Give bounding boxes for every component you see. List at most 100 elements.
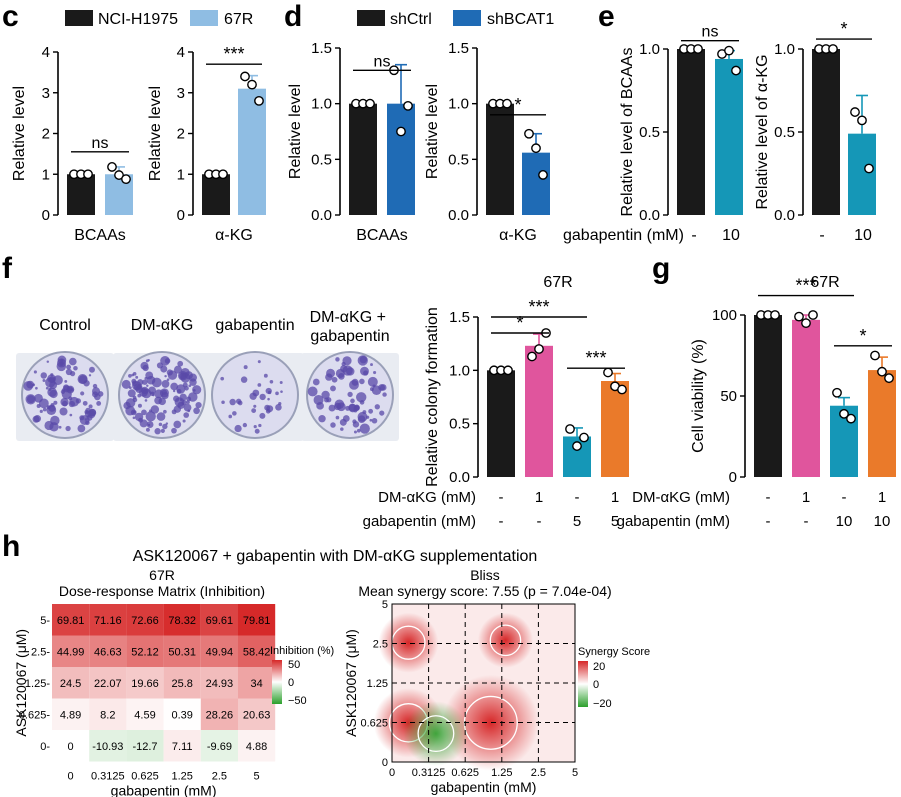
- d1-ytick-label: 0.0: [311, 207, 332, 224]
- heat-cell-label: 34: [250, 678, 262, 690]
- plate-colony: [40, 372, 48, 379]
- plate-colony: [164, 374, 167, 378]
- synergy-colorbar-gradient: [578, 661, 588, 707]
- plate-colony: [253, 425, 257, 429]
- synergy-xtick: 0.3125: [412, 767, 446, 779]
- synergy-hotspot: [403, 701, 469, 766]
- c1-point: [121, 174, 131, 185]
- plate-colony: [69, 357, 77, 366]
- plate-colony: [97, 391, 104, 397]
- plate-colony: [259, 393, 266, 401]
- plate-colony: [96, 400, 102, 406]
- heat-cell-label: 24.5: [60, 678, 81, 690]
- heat-cell: [52, 698, 90, 730]
- c1-ylabel: Relative level: [11, 86, 28, 181]
- plate-colony: [356, 428, 361, 433]
- g1-point: [770, 310, 780, 320]
- f1-bar: [601, 381, 629, 477]
- plate-colony: [170, 382, 179, 391]
- d1-bar: [387, 103, 415, 215]
- c2-point: [240, 71, 250, 82]
- plate-colony: [352, 419, 357, 424]
- plate-colony: [82, 400, 88, 406]
- plate-colony: [184, 386, 189, 391]
- d2-bar: [522, 152, 550, 215]
- c1-bar: [67, 174, 95, 215]
- plate-colony: [374, 404, 380, 410]
- plate-images: [16, 351, 399, 441]
- heat-cell: [200, 698, 238, 730]
- f1-ytick-label: 0.5: [449, 416, 470, 433]
- synergy-contour: [417, 715, 455, 753]
- heat-cell-label: 4.89: [60, 709, 81, 721]
- h-left-sub1: 67R: [149, 567, 175, 583]
- plate-colony: [328, 404, 336, 412]
- f1-point: [572, 441, 582, 451]
- plate-colony: [159, 388, 169, 398]
- heat-xtick: 2.5: [212, 771, 227, 783]
- plate-colony: [53, 400, 58, 405]
- photo-label-dmakg: DM-αKG: [131, 317, 194, 334]
- plate-colony: [145, 371, 154, 380]
- plate-colony: [340, 427, 344, 431]
- panel-label-h: h: [2, 530, 20, 563]
- heat-cell-label: 22.07: [94, 678, 122, 690]
- legend-c-label-2: 67R: [224, 11, 253, 28]
- plate-colony: [38, 398, 49, 409]
- plate-colony: [145, 427, 150, 432]
- heat-cell: [126, 698, 164, 730]
- plate-colony: [234, 424, 242, 433]
- plate-colony: [144, 399, 148, 402]
- plate-colony: [45, 386, 49, 390]
- cond-g-value: 1: [878, 489, 886, 506]
- panel-label-c: c: [2, 0, 19, 33]
- heat-cell: [163, 604, 201, 636]
- g1-point: [801, 318, 811, 328]
- plate-colony: [307, 386, 318, 397]
- f1-point: [579, 432, 589, 443]
- plate-colony: [379, 384, 387, 391]
- g1-ytick-label: 0: [729, 469, 737, 486]
- d2-ytick-label: 0.0: [448, 207, 469, 224]
- heat-xtick: 0: [68, 771, 74, 783]
- plate-colony: [367, 376, 378, 387]
- cond-f-value: -: [537, 513, 542, 530]
- legend-d-swatch-2: [453, 10, 481, 26]
- cond-f-row-label: gabapentin (mM): [363, 513, 476, 530]
- chart-c2-akg: 0 1 2 3 4 *** α-KG Relative level: [147, 44, 266, 244]
- cond-g-value: 10: [874, 513, 891, 530]
- heat-cell: [52, 730, 90, 762]
- plate-colony: [92, 391, 99, 398]
- synergy-xtick: 2.5: [531, 767, 546, 779]
- e1-ytick-label: 1.0: [639, 41, 660, 58]
- heat-cell-label: 25.8: [171, 678, 192, 690]
- heat-cell-label: 78.32: [168, 615, 196, 627]
- plate-colony: [85, 407, 91, 414]
- plate-colony: [137, 379, 144, 386]
- heat-ytick: 0.625-: [19, 709, 51, 721]
- plate-colony: [57, 355, 67, 365]
- synergy-ytick: 5: [382, 599, 388, 611]
- heat-xlabel: gabapentin (mM): [111, 783, 217, 797]
- synergy-ylabel: ASK120067 (μM): [343, 629, 359, 737]
- heat-cell: [126, 667, 164, 699]
- d2-xlabel: α-KG: [499, 227, 537, 244]
- heat-cell-label: 24.93: [206, 678, 234, 690]
- c2-ytick-label: 1: [177, 166, 185, 183]
- f1-sig-label: ***: [528, 297, 549, 317]
- plate-colony: [156, 412, 166, 421]
- heat-cell-label: 28.26: [206, 709, 234, 721]
- e2-bar: [848, 133, 876, 215]
- d2-bar: [486, 103, 514, 215]
- photo-label-control: Control: [39, 317, 91, 334]
- heat-cell-label: 4.59: [134, 709, 155, 721]
- plate-colony: [48, 404, 56, 412]
- f1-point: [603, 367, 613, 378]
- chart-e1-bcaas: 0.0 0.5 1.0 ns Relative level of BCAAs: [619, 24, 743, 224]
- plate-colony: [158, 397, 166, 406]
- heat-cell: [126, 730, 164, 762]
- heat-ytick: 2.5-: [31, 646, 50, 658]
- synergy-xtick: 0.625: [451, 767, 479, 779]
- plate-colony: [357, 411, 368, 422]
- plate-colony: [166, 369, 173, 376]
